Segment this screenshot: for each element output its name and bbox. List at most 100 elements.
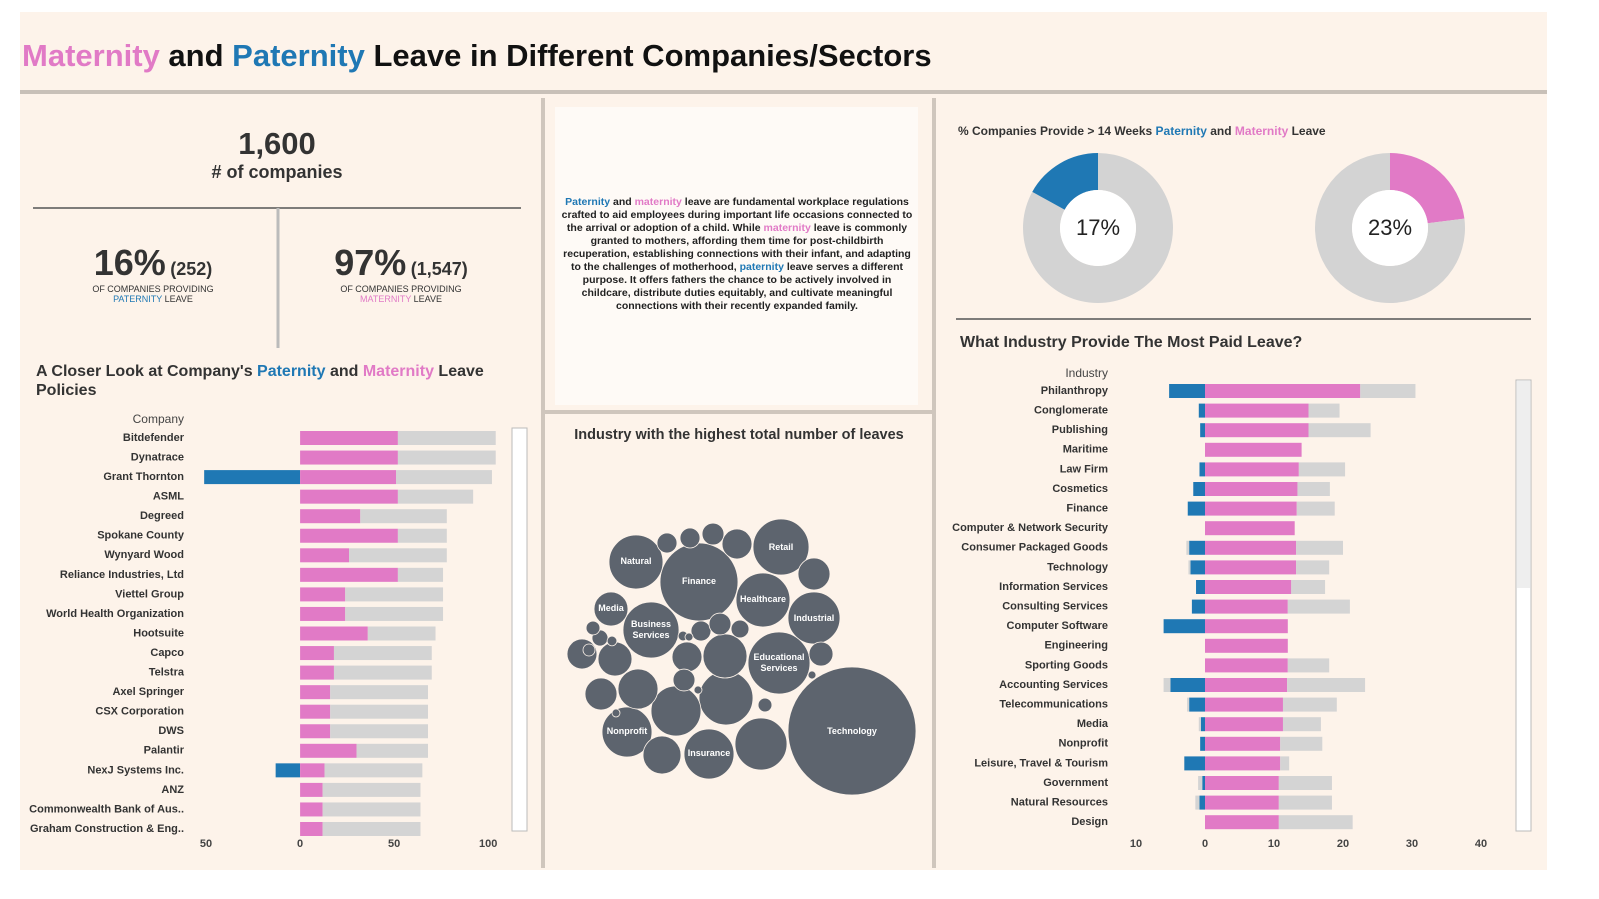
bubble xyxy=(608,534,664,590)
pie-slice xyxy=(1023,153,1173,303)
intro-text: Paternity and maternity leave are fundam… xyxy=(557,196,917,313)
title-part: % Companies Provide > 14 Weeks xyxy=(958,124,1156,138)
bar xyxy=(1193,482,1205,496)
y-tick-label: Engineering xyxy=(1044,640,1108,652)
scrollbar[interactable] xyxy=(511,427,528,832)
y-tick-label: Hootsuite xyxy=(133,627,184,639)
bubble-label: Finance xyxy=(681,576,716,587)
bar xyxy=(300,509,361,524)
x-tick-label: 40 xyxy=(1475,838,1487,850)
kpi-caption: OF COMPANIES PROVIDING xyxy=(92,284,214,294)
y-tick-label: Capco xyxy=(150,647,184,659)
intro-part: leave serves a different purpose. It off… xyxy=(581,261,906,312)
y-tick-label: Dynatrace xyxy=(131,451,184,463)
y-tick-label: CSX Corporation xyxy=(95,706,184,718)
header-rule xyxy=(20,90,1547,94)
bar xyxy=(1205,795,1279,810)
bubble-label: Industrial xyxy=(793,612,835,623)
bar xyxy=(1200,423,1205,438)
y-tick-label: Computer Software xyxy=(1007,620,1108,632)
y-tick-label: Degreed xyxy=(140,510,184,522)
intro-part: leave are fundamental workplace regulati… xyxy=(561,196,916,234)
bar xyxy=(397,450,496,465)
bar xyxy=(300,782,323,797)
bar xyxy=(345,587,444,602)
bubble xyxy=(752,518,810,576)
x-tick-label: 100 xyxy=(479,838,497,850)
axis-title: Company xyxy=(133,412,184,426)
bar xyxy=(333,646,432,661)
bubble xyxy=(808,641,834,667)
title-part: and xyxy=(1206,124,1235,138)
bar xyxy=(1205,697,1283,712)
bar xyxy=(1191,599,1205,614)
title-part: and xyxy=(325,363,363,380)
bar xyxy=(300,587,346,602)
bar xyxy=(397,567,444,582)
bubble xyxy=(693,685,703,695)
bubble xyxy=(601,706,653,758)
bar xyxy=(1205,462,1299,477)
axis-title: Industry xyxy=(1065,366,1108,380)
y-tick-label: ANZ xyxy=(161,784,184,796)
bubble xyxy=(757,697,773,713)
bar xyxy=(1198,403,1205,418)
scroll-thumb[interactable] xyxy=(1517,381,1530,588)
bubble xyxy=(622,601,680,659)
bar xyxy=(300,704,331,719)
kpi-total: 1,600 # of companies xyxy=(77,126,477,183)
bar xyxy=(1202,776,1205,790)
title-part: and xyxy=(159,38,233,73)
y-tick-label: ASML xyxy=(153,491,184,503)
bar xyxy=(397,431,496,445)
bar xyxy=(1205,619,1288,634)
pie-center-label: 17% xyxy=(1076,215,1120,240)
y-tick-label: Natural Resources xyxy=(1011,797,1108,809)
bar xyxy=(1280,736,1323,751)
y-tick-label: DWS xyxy=(158,725,184,737)
y-tick-label: Technology xyxy=(1047,561,1109,573)
bar xyxy=(333,665,432,680)
bar xyxy=(349,548,447,563)
title-part: Paternity xyxy=(257,363,326,380)
bubble xyxy=(672,668,696,692)
y-tick-label: Bitdefender xyxy=(123,432,185,444)
bar xyxy=(1205,658,1288,673)
divider xyxy=(545,410,933,414)
bar xyxy=(330,685,428,700)
bar xyxy=(1291,580,1326,594)
intro-part: maternity xyxy=(763,222,811,234)
bubble-label: Educational Services xyxy=(753,651,805,673)
kpi-value: 1,600 xyxy=(238,126,316,161)
bar xyxy=(1287,599,1350,614)
bar xyxy=(1205,521,1295,536)
bar xyxy=(1205,423,1309,438)
bar xyxy=(1360,384,1416,398)
bubble-label: Media xyxy=(598,603,624,614)
bubble xyxy=(734,717,788,771)
y-tick-label: Design xyxy=(1071,816,1108,828)
x-tick-label: 30 xyxy=(1406,838,1418,850)
bar xyxy=(1287,678,1366,692)
bubble-label: Natural xyxy=(620,556,652,567)
bar xyxy=(1190,560,1205,575)
title-part: Paternity xyxy=(1155,124,1207,138)
bar xyxy=(1198,776,1203,790)
bar xyxy=(300,450,398,465)
pie-hole xyxy=(1060,190,1136,266)
bar xyxy=(1296,560,1330,575)
intro-part: maternity xyxy=(634,196,682,208)
bubble xyxy=(708,612,732,636)
intro-part: paternity xyxy=(739,261,784,273)
y-tick-label: Law Firm xyxy=(1060,463,1109,475)
bubble xyxy=(698,670,754,726)
bubble xyxy=(683,728,735,780)
bubble-label: Nonprofit xyxy=(606,726,648,737)
bar xyxy=(300,685,331,700)
bar xyxy=(1296,540,1343,555)
bar xyxy=(322,782,421,797)
bar xyxy=(300,665,334,680)
bar xyxy=(1205,442,1302,457)
bar xyxy=(1189,697,1205,712)
